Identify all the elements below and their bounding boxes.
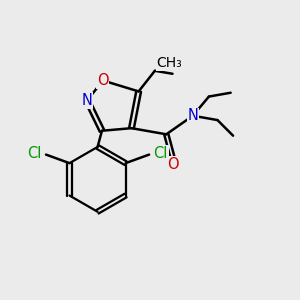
Text: CH₃: CH₃ — [156, 56, 182, 70]
Text: N: N — [188, 108, 198, 123]
Text: O: O — [167, 157, 179, 172]
Text: Cl: Cl — [154, 146, 168, 160]
Text: Cl: Cl — [27, 146, 42, 160]
Text: O: O — [97, 73, 109, 88]
Text: N: N — [82, 93, 93, 108]
